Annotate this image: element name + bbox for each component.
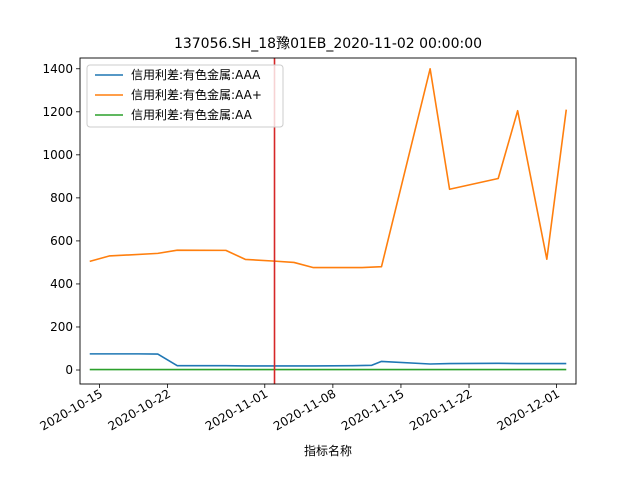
legend-box <box>86 64 284 128</box>
x-tick-label: 2020-12-01 <box>495 386 562 433</box>
y-tick-label: 0 <box>65 363 73 377</box>
series-line-1 <box>89 353 567 367</box>
chart-title: 137056.SH_18豫01EB_2020-11-02 00:00:00 <box>174 36 482 52</box>
y-tick-label: 600 <box>50 234 73 248</box>
x-tick-label: 2020-11-01 <box>203 386 270 433</box>
y-tick-label: 200 <box>50 320 73 334</box>
y-tick-label: 800 <box>50 191 73 205</box>
x-axis-label: 指标名称 <box>304 443 352 458</box>
y-tick-label: 1200 <box>42 105 73 119</box>
x-tick-label: 2020-11-22 <box>407 386 474 433</box>
x-tick-label: 2020-10-22 <box>106 386 173 433</box>
x-tick-label: 2020-11-15 <box>339 386 406 433</box>
x-tick-label: 2020-10-15 <box>38 386 105 433</box>
y-tick-label: 1400 <box>42 62 73 76</box>
y-tick-label: 400 <box>50 277 73 291</box>
plot-frame <box>79 57 577 385</box>
x-tick-label: 2020-11-08 <box>271 386 338 433</box>
legend-entry: 信用利差:有色金属:AAA <box>131 67 261 82</box>
series-line-2 <box>89 67 568 269</box>
legend-entry: 信用利差:有色金属:AA+ <box>131 87 262 102</box>
legend-entry: 信用利差:有色金属:AA <box>131 107 253 122</box>
y-tick-label: 1000 <box>42 148 73 162</box>
